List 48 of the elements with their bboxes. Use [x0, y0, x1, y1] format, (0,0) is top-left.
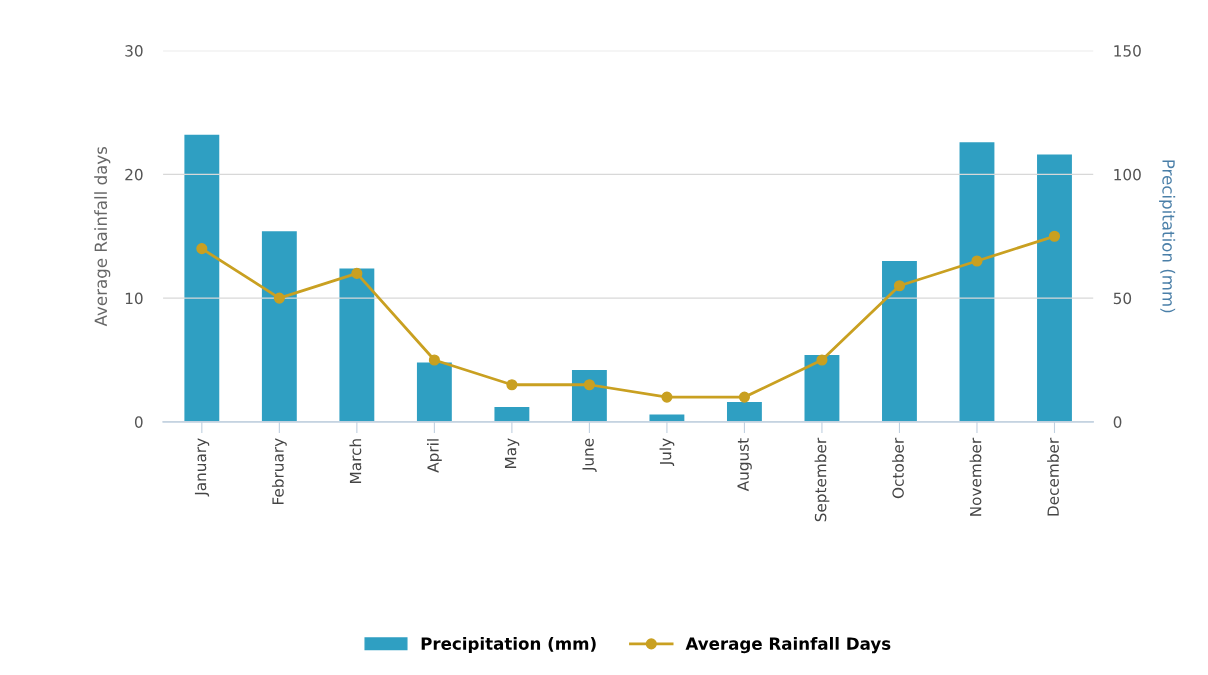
bar [1037, 154, 1072, 422]
x-tick-label: July [659, 438, 675, 467]
x-tick-label: September [814, 437, 830, 522]
point [1048, 230, 1061, 242]
x-tick-label: October [892, 437, 904, 499]
y2-tick-label: 0 [1113, 416, 1122, 428]
y-tick-label: 30 [125, 45, 143, 57]
x-tick-label: November [969, 437, 982, 516]
legend-label: Precipitation (mm) [421, 636, 596, 654]
point [893, 280, 906, 292]
y2-tick-label: 50 [1113, 292, 1132, 305]
point [738, 391, 750, 403]
bar [726, 402, 762, 422]
point [506, 379, 518, 391]
x-tick-label: April [426, 439, 442, 473]
bar [804, 355, 840, 422]
bar [649, 414, 685, 422]
bar [882, 261, 917, 422]
bar [261, 231, 297, 422]
bar [416, 362, 452, 422]
bar [959, 142, 995, 422]
y2-tick-label: 150 [1114, 45, 1141, 57]
bar [184, 134, 220, 422]
x-tick-label: January [194, 438, 210, 497]
y2-tick-label: 100 [1114, 168, 1141, 181]
bar [494, 407, 530, 422]
bar [571, 369, 607, 422]
legend-label: Average Rainfall Days [685, 636, 891, 654]
point [273, 292, 285, 304]
point [428, 354, 440, 366]
x-tick-label: February [271, 438, 287, 505]
x-tick-label: June [582, 438, 597, 472]
point [971, 255, 983, 267]
x-tick-label: December [1047, 437, 1059, 516]
x-tick-label: March [349, 439, 362, 483]
y-tick-label: 0 [134, 416, 143, 428]
y-tick-label: 20 [125, 168, 143, 181]
y-tick-label: 10 [125, 292, 143, 305]
x-tick-label: August [737, 438, 752, 492]
point [583, 379, 595, 391]
y2-axis-title: Precipitation (mm) [1159, 160, 1176, 313]
point [816, 354, 828, 366]
y-axis-title: Average Rainfall days [94, 146, 111, 327]
point [351, 267, 363, 279]
point [661, 391, 673, 403]
x-tick-label: May [504, 438, 520, 468]
point [196, 243, 208, 255]
bar [339, 268, 375, 422]
